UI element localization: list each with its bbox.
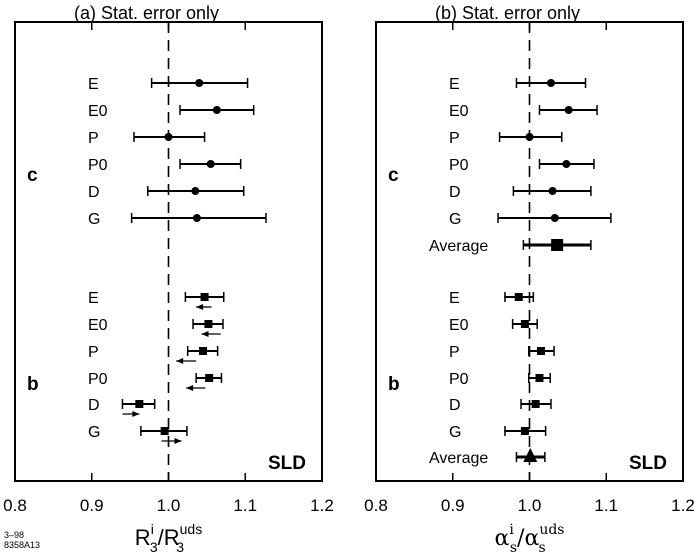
data-point	[548, 187, 557, 195]
data-point	[520, 427, 529, 435]
group-c: c E E0 P P0 DG Average	[388, 76, 612, 255]
data-point	[199, 347, 208, 355]
figure-id-line1: 3–98	[4, 530, 25, 540]
shift-arrow-head	[132, 411, 140, 417]
shift-arrow-head	[186, 385, 194, 391]
point-label: E0	[88, 317, 108, 334]
point-label: E0	[88, 103, 108, 120]
group-label: c	[27, 165, 38, 186]
data-point	[537, 347, 546, 355]
group-c: c E E0 P P0 DG	[27, 76, 267, 228]
data-point	[205, 374, 214, 382]
group-label: b	[388, 374, 400, 395]
point-label: G	[449, 424, 461, 441]
data-point	[135, 400, 144, 408]
shift-arrow-head	[174, 438, 182, 444]
point-label: G	[88, 424, 100, 441]
data-point	[535, 374, 544, 382]
data-point	[531, 400, 540, 408]
x-tick-label: 0.8	[3, 496, 27, 515]
shift-arrow-head	[176, 358, 184, 364]
data-point	[520, 320, 529, 328]
group-b: b E E0 P P0 DG Average	[388, 290, 555, 467]
x-axis-label: αi s/αuds s	[495, 522, 565, 554]
x-tick-label: 1.2	[671, 496, 694, 515]
panel-title: (a) Stat. error only	[74, 3, 219, 23]
data-point	[562, 160, 571, 168]
point-label: P	[449, 130, 460, 147]
point-label: E0	[449, 103, 469, 120]
x-tick-label: 1.0	[157, 496, 181, 515]
group-label: c	[388, 165, 399, 186]
figure-id-line2: 8358A13	[4, 540, 41, 550]
point-label: Average	[429, 238, 488, 255]
point-label: E	[449, 76, 460, 93]
x-tick-label: 0.8	[364, 496, 388, 515]
data-point	[192, 214, 201, 222]
data-point	[200, 293, 209, 301]
data-point	[523, 448, 538, 462]
point-label: P0	[449, 371, 469, 388]
point-label: E	[88, 290, 99, 307]
point-label: D	[449, 184, 461, 201]
sld-watermark: SLD	[268, 453, 306, 474]
x-tick-label: 1.2	[310, 496, 334, 515]
point-label: E0	[449, 317, 469, 334]
point-label: P	[88, 130, 99, 147]
point-label: D	[88, 184, 100, 201]
group-label: b	[27, 374, 39, 395]
point-label: D	[449, 397, 461, 414]
data-point	[564, 106, 573, 114]
x-tick-label: 0.9	[80, 496, 104, 515]
data-point	[525, 133, 534, 141]
point-label: P	[88, 344, 99, 361]
point-label: P	[449, 344, 460, 361]
panel-a: (a) Stat. error only 0.8 0.9 1.0 1.1 1.2 Ri 3/R…	[3, 3, 334, 554]
data-point	[191, 187, 200, 195]
point-label: D	[88, 397, 100, 414]
data-point	[212, 106, 221, 114]
point-label: P0	[449, 157, 469, 174]
group-b: b E E0 P P0 DG	[27, 290, 225, 444]
data-point	[550, 214, 559, 222]
x-axis-label: Ri 3/Ruds 3	[135, 521, 202, 554]
data-point	[164, 133, 173, 141]
shift-arrow-head	[196, 304, 204, 310]
data-point	[204, 320, 213, 328]
point-label: E	[88, 76, 99, 93]
panel-title: (b) Stat. error only	[435, 3, 580, 23]
point-label: P0	[88, 371, 108, 388]
plot-frame	[14, 21, 323, 482]
x-tick-label: 1.1	[233, 496, 257, 515]
data-point	[160, 427, 169, 435]
point-label: P0	[88, 157, 108, 174]
data-point	[206, 160, 215, 168]
sld-watermark: SLD	[629, 453, 667, 474]
data-point	[514, 293, 523, 301]
x-tick-label: 1.1	[594, 496, 618, 515]
data-point	[551, 239, 564, 251]
point-label: E	[449, 290, 460, 307]
panel-b: (b) Stat. error only 0.8 0.9 1.0 1.1 1.2 αi s/α…	[364, 3, 694, 554]
x-tick-label: 0.9	[441, 496, 465, 515]
shift-arrow-head	[201, 331, 209, 337]
point-label: G	[449, 211, 461, 228]
data-point	[546, 79, 555, 87]
point-label: Average	[429, 450, 488, 467]
x-tick-label: 1.0	[518, 496, 542, 515]
plot-frame	[375, 21, 684, 482]
point-label: G	[88, 211, 100, 228]
data-point	[195, 79, 204, 87]
